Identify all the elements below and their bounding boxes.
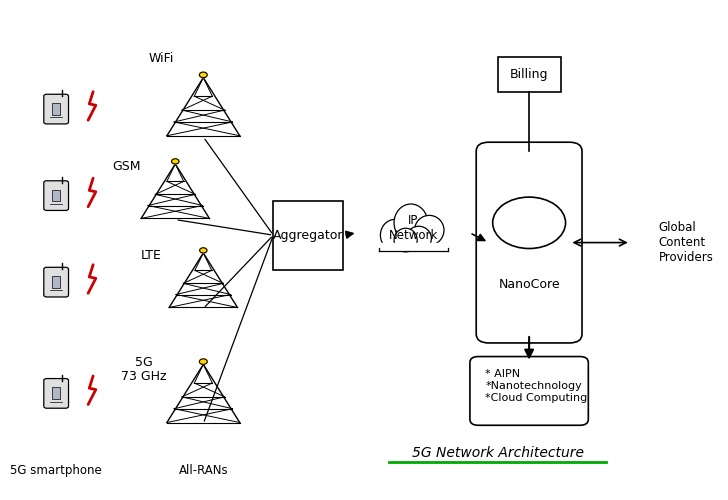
Text: All-RANs: All-RANs xyxy=(178,464,228,477)
Ellipse shape xyxy=(394,204,427,242)
Circle shape xyxy=(199,359,207,364)
Ellipse shape xyxy=(394,228,417,252)
Text: LTE: LTE xyxy=(141,250,161,262)
Text: 5G smartphone: 5G smartphone xyxy=(10,464,102,477)
FancyBboxPatch shape xyxy=(470,356,588,426)
Ellipse shape xyxy=(406,226,432,251)
Bar xyxy=(274,200,344,270)
Text: Global
Content
Providers: Global Content Providers xyxy=(659,221,713,264)
Bar xyxy=(52,103,60,115)
Text: WiFi: WiFi xyxy=(149,52,174,64)
Text: NanoCore: NanoCore xyxy=(498,278,560,291)
Text: IP
Network: IP Network xyxy=(389,214,438,242)
FancyBboxPatch shape xyxy=(44,268,68,297)
Circle shape xyxy=(199,72,207,78)
Text: Aggregator: Aggregator xyxy=(273,228,344,241)
Text: 5G Network Architecture: 5G Network Architecture xyxy=(411,446,584,460)
Ellipse shape xyxy=(381,220,410,251)
Circle shape xyxy=(199,248,207,253)
Text: Billing: Billing xyxy=(510,68,548,81)
Circle shape xyxy=(172,159,179,164)
Circle shape xyxy=(493,197,566,248)
Polygon shape xyxy=(379,242,448,251)
FancyBboxPatch shape xyxy=(44,181,68,210)
FancyBboxPatch shape xyxy=(44,378,68,408)
FancyBboxPatch shape xyxy=(44,94,68,124)
Bar xyxy=(52,388,60,399)
Text: * AIPN
*Nanotechnology
*Cloud Computing: * AIPN *Nanotechnology *Cloud Computing xyxy=(486,370,587,402)
FancyBboxPatch shape xyxy=(476,142,582,343)
Bar xyxy=(52,276,60,288)
Text: 5G
73 GHz: 5G 73 GHz xyxy=(121,356,167,384)
Ellipse shape xyxy=(414,216,444,245)
Text: GSM: GSM xyxy=(112,160,141,173)
Bar xyxy=(498,57,561,92)
Bar xyxy=(52,190,60,202)
